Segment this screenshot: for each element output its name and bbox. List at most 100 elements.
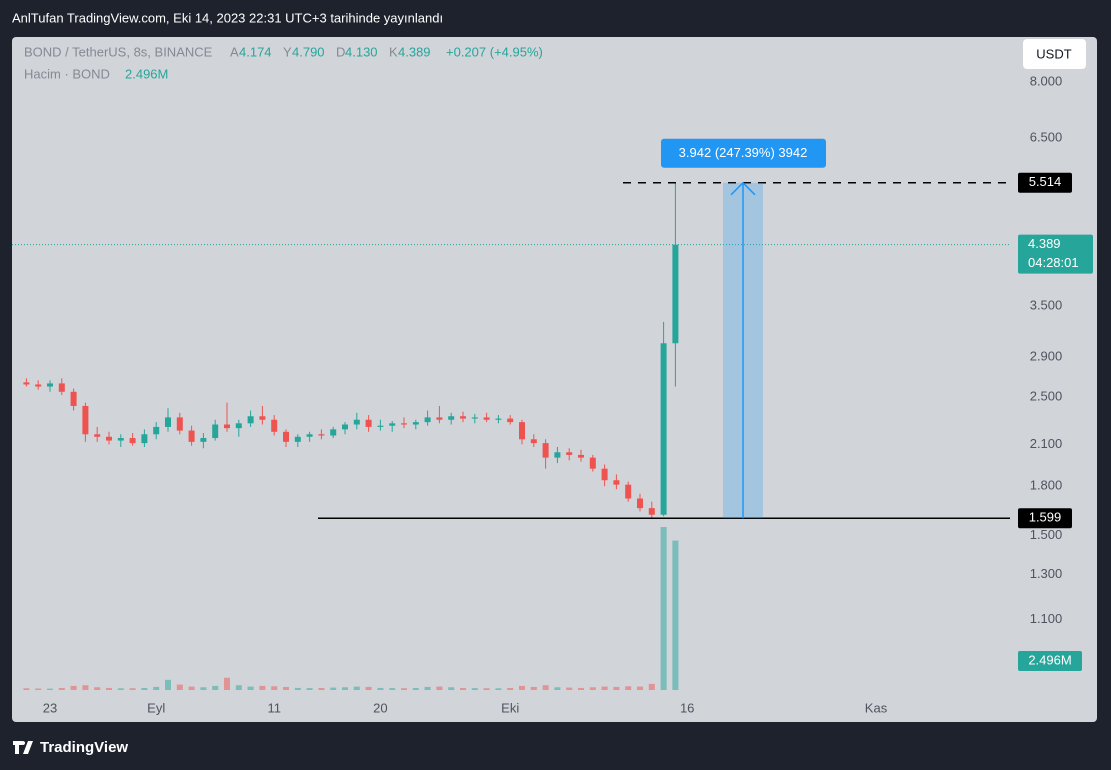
candle-body: [235, 423, 242, 429]
candle-body: [247, 416, 254, 424]
volume-bar: [294, 687, 301, 690]
volume-bar: [483, 688, 490, 690]
volume-bar: [82, 685, 89, 690]
volume-tag-label: 2.496M: [1028, 652, 1071, 667]
x-tick-label: 16: [680, 700, 694, 715]
volume-bar: [129, 688, 136, 690]
volume-bar: [377, 687, 384, 690]
candle-body: [212, 424, 219, 439]
low-tag: [1018, 508, 1072, 529]
volume-bar: [271, 686, 278, 690]
volume-bar: [554, 687, 561, 690]
volume-bar: [318, 687, 325, 690]
measure-label-box: [661, 138, 826, 168]
high-tag-label: 5.514: [1029, 174, 1062, 189]
measure-arrowhead: [730, 181, 756, 196]
candle-body: [188, 430, 195, 442]
volume-bar: [601, 686, 608, 690]
candle-body: [389, 423, 396, 426]
ohlc-letter: K: [389, 44, 398, 59]
logo-mark: [13, 741, 33, 754]
candle-body: [483, 417, 490, 420]
volume-bar: [306, 688, 313, 690]
currency-label[interactable]: USDT: [1036, 46, 1071, 61]
candle-body: [342, 424, 348, 430]
volume-bar: [224, 677, 230, 690]
y-tick-label: 1.100: [1030, 611, 1063, 626]
volume-bar: [578, 687, 584, 690]
volume-bar: [58, 687, 65, 690]
y-tick-label: 1.800: [1030, 478, 1063, 493]
candle-body: [495, 418, 502, 420]
legend: BOND / TetherUS, 8s, BINANCE Hacim · BON…: [24, 44, 213, 81]
x-tick-label: 20: [373, 700, 387, 715]
candle-body: [141, 434, 148, 444]
candle-body: [94, 434, 101, 437]
candle-body: [106, 436, 112, 441]
volume-bar: [330, 687, 337, 690]
ohlc-value: 4.790: [292, 44, 325, 59]
candle-body: [412, 422, 419, 425]
x-tick-label: Eyl: [147, 700, 165, 715]
volume-bar: [672, 540, 679, 690]
symbol: BOND / TetherUS, 8s, BINANCE: [24, 44, 213, 59]
volume-bar: [283, 686, 289, 690]
candle-body: [117, 438, 124, 441]
candle-body: [648, 508, 655, 515]
volume-bar: [165, 679, 171, 690]
volume-bar: [47, 688, 53, 690]
volume-bar: [507, 687, 514, 690]
volume-bar: [117, 688, 124, 690]
volume-bar: [424, 686, 431, 690]
volume-bar: [188, 686, 195, 690]
volume-tag: [1018, 651, 1082, 671]
candle-body: [153, 426, 160, 435]
volume-bar: [660, 527, 667, 690]
candle-body: [200, 438, 207, 442]
volume-bar: [200, 687, 207, 690]
y-tick-label: 2.900: [1030, 348, 1063, 363]
last-price-label: 4.389: [1028, 236, 1061, 251]
candle-body: [530, 439, 537, 444]
candle-body: [35, 384, 42, 387]
candle-body: [377, 425, 384, 427]
volume-bar: [353, 686, 360, 690]
candle-body: [601, 468, 608, 481]
ohlc-letter: A: [230, 44, 239, 59]
candle-body: [365, 419, 372, 427]
volume-bar: [412, 687, 419, 690]
ohlc-letter: Y: [283, 44, 292, 59]
volume-bar: [566, 687, 573, 690]
volume-bar: [471, 688, 478, 690]
candle-body: [294, 436, 301, 442]
volume-bar: [648, 683, 655, 690]
plot-area: 3.942 (247.39%) 3942: [12, 138, 1010, 690]
candle-body: [554, 452, 561, 458]
volume-bar: [401, 688, 407, 690]
candle-body: [542, 443, 549, 458]
currency-button[interactable]: [1023, 39, 1086, 69]
y-tick-label: 1.500: [1030, 527, 1063, 542]
volume-bar: [448, 687, 455, 690]
volume-bar: [589, 687, 596, 690]
volume-bar: [530, 686, 537, 690]
candle-body: [47, 383, 53, 387]
candle-body: [224, 424, 230, 429]
candle-body: [129, 438, 136, 444]
volume-bar: [625, 686, 632, 690]
volume-value: 2.496M: [125, 66, 168, 81]
candle-body: [23, 382, 30, 385]
y-tick-label: 6.500: [1030, 130, 1063, 145]
volume-bar: [342, 687, 348, 690]
volume-bar: [153, 686, 160, 690]
high-tag: [1018, 172, 1072, 193]
volume-bar: [389, 688, 396, 690]
measure-label: 3.942 (247.39%) 3942: [679, 145, 808, 160]
ohlc-value: 4.389: [398, 44, 431, 59]
chart-panel: [12, 37, 1097, 722]
logo-text: TradingView: [40, 739, 128, 756]
y-tick-label: 8.000: [1030, 73, 1063, 88]
candle-body: [259, 416, 266, 420]
candle-body: [70, 391, 77, 406]
